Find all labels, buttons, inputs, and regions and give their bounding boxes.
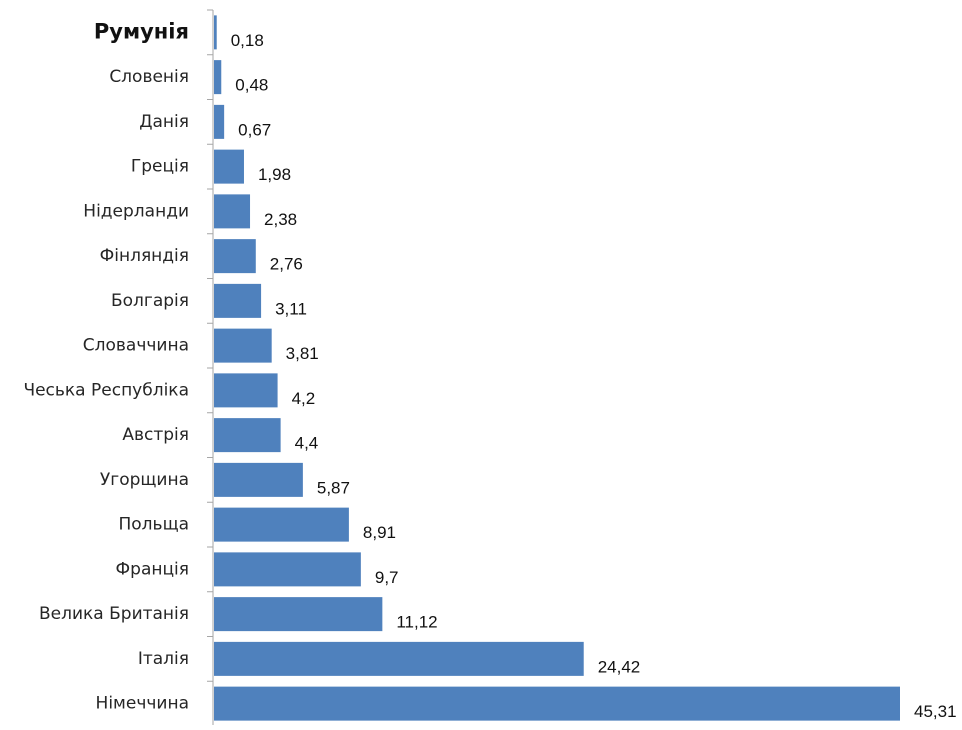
bar-value-label: 4,2 <box>292 389 316 408</box>
bar-value-label: 3,11 <box>275 299 307 318</box>
category-label: Болгарія <box>111 291 189 311</box>
bar <box>214 15 217 50</box>
bar <box>214 597 383 632</box>
category-label: Австрія <box>122 425 189 445</box>
bar <box>214 283 262 318</box>
category-label: Фінляндія <box>100 246 189 266</box>
bar <box>214 104 225 139</box>
category-label: Німеччина <box>96 694 189 714</box>
bars-layer <box>214 15 900 721</box>
bar <box>214 194 251 229</box>
category-labels-layer: Румунія Словенія Данія Греція Нідерланди Фінл… <box>23 19 189 713</box>
bar-value-label: 8,91 <box>363 523 396 542</box>
bar <box>214 418 281 453</box>
category-label: Велика Британія <box>39 604 189 624</box>
bar <box>214 239 256 274</box>
bar-value-label: 0,18 <box>231 31 264 50</box>
category-label: Словенія <box>109 67 189 87</box>
y-ticks-layer <box>207 9 213 727</box>
category-label: Франція <box>116 559 189 579</box>
bar-value-label: 0,67 <box>238 120 271 139</box>
category-label: Нідерланди <box>83 201 189 221</box>
bar-value-label: 3,81 <box>286 344 319 363</box>
bar-value-label: 2,76 <box>270 255 303 274</box>
bar-value-label: 5,87 <box>317 478 350 497</box>
bar <box>214 149 244 184</box>
bar-value-label: 1,98 <box>258 165 291 184</box>
category-label: Румунія <box>94 19 189 43</box>
bar <box>214 507 349 542</box>
category-label: Польща <box>119 515 190 535</box>
category-label: Данія <box>139 112 189 132</box>
bar-value-label: 4,4 <box>295 434 319 453</box>
bar-value-label: 9,7 <box>375 568 399 587</box>
bar <box>214 552 361 587</box>
category-label: Чеська Республіка <box>23 380 189 400</box>
bar <box>214 641 584 676</box>
category-label: Греція <box>131 157 189 177</box>
category-label: Угорщина <box>100 470 189 490</box>
bar <box>214 686 900 721</box>
bar-value-label: 2,38 <box>264 210 297 229</box>
bar <box>214 328 272 363</box>
bar-value-label: 45,31 <box>914 702 957 721</box>
bar <box>214 60 222 95</box>
bar <box>214 462 303 497</box>
bar-value-label: 24,42 <box>598 657 641 676</box>
bar-value-label: 0,48 <box>235 76 268 95</box>
value-labels-layer: 0,18 0,48 0,67 1,98 2,38 2,76 3,11 3,81 4,2 4,4 5,… <box>231 31 957 721</box>
bar <box>214 373 278 408</box>
category-label: Словаччина <box>83 336 189 356</box>
category-label: Італія <box>138 649 189 669</box>
bar-value-label: 11,12 <box>396 613 437 632</box>
